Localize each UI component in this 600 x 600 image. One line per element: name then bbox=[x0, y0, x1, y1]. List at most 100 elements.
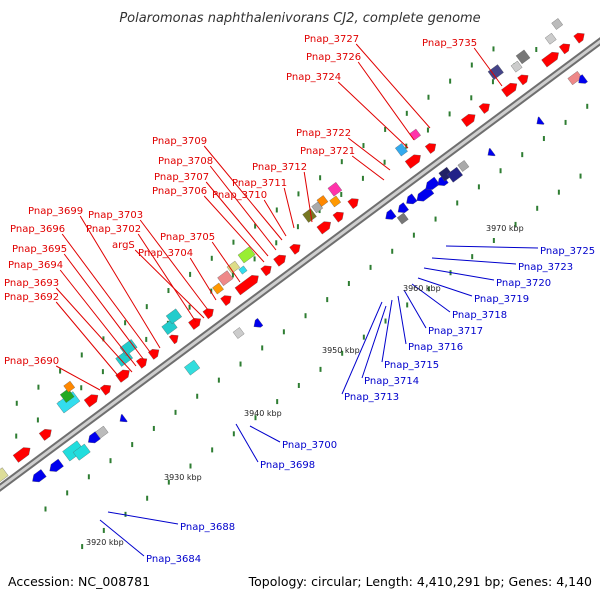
gene-box bbox=[63, 380, 76, 393]
gene-box bbox=[161, 319, 178, 335]
gene-box bbox=[217, 270, 234, 286]
forward-gene-label: Pnap_3703 bbox=[88, 210, 143, 221]
reverse-gene-label: Pnap_3688 bbox=[180, 522, 235, 533]
reverse-leader-line bbox=[403, 289, 427, 329]
gene-feature bbox=[544, 32, 557, 45]
forward-leader-line bbox=[209, 165, 277, 251]
gene-arrow bbox=[99, 384, 112, 396]
reverse-gene-label: Pnap_3714 bbox=[364, 376, 419, 387]
scale-label: 3930 kbp bbox=[164, 473, 202, 482]
reverse-leader-line bbox=[431, 257, 517, 265]
forward-leader-line bbox=[347, 137, 391, 171]
forward-gene-label: Pnap_3693 bbox=[4, 278, 59, 289]
gene-box bbox=[95, 425, 109, 439]
forward-leader-line bbox=[59, 269, 137, 367]
gene-feature bbox=[416, 186, 435, 202]
gene-feature bbox=[226, 260, 240, 274]
gene-arrow bbox=[404, 154, 421, 169]
forward-leader-line bbox=[61, 233, 151, 353]
gene-box bbox=[487, 64, 504, 80]
gene-feature bbox=[425, 176, 440, 190]
gene-arrow bbox=[168, 334, 179, 345]
forward-leader-line bbox=[283, 187, 295, 229]
gene-box bbox=[327, 182, 343, 197]
gene-arrow bbox=[202, 308, 214, 320]
gene-feature bbox=[396, 212, 409, 225]
reverse-leader-line bbox=[397, 295, 407, 345]
gene-box bbox=[446, 166, 463, 183]
reverse-leader-line bbox=[107, 511, 179, 525]
gene-feature bbox=[327, 182, 343, 197]
gene-feature bbox=[232, 327, 245, 339]
forward-leader-line bbox=[189, 257, 217, 301]
forward-gene-label: Pnap_3704 bbox=[138, 248, 193, 259]
forward-leader-line bbox=[473, 47, 503, 87]
gene-feature bbox=[260, 265, 272, 277]
gene-arrow bbox=[273, 254, 286, 267]
gene-arrow bbox=[541, 52, 559, 68]
reverse-gene-label: Pnap_3723 bbox=[518, 262, 573, 273]
forward-gene-label: Pnap_3695 bbox=[12, 244, 67, 255]
forward-gene-label: Pnap_3726 bbox=[306, 52, 361, 63]
gene-arrow bbox=[385, 209, 397, 220]
gene-feature bbox=[332, 211, 344, 223]
gene-feature bbox=[165, 308, 182, 325]
gene-box bbox=[238, 265, 248, 275]
gene-box bbox=[232, 327, 245, 339]
gene-feature bbox=[573, 32, 585, 44]
gene-feature bbox=[95, 425, 109, 439]
reverse-leader-line bbox=[445, 245, 539, 249]
gene-feature bbox=[59, 388, 75, 403]
reverse-leader-line bbox=[99, 519, 145, 557]
gene-feature bbox=[220, 295, 232, 306]
gene-arrow bbox=[220, 295, 232, 306]
gene-arrow bbox=[406, 193, 418, 205]
gene-feature bbox=[202, 308, 214, 320]
gene-arrow bbox=[347, 198, 359, 209]
gene-feature bbox=[385, 209, 397, 220]
reverse-gene-label: Pnap_3717 bbox=[428, 326, 483, 337]
gene-feature bbox=[136, 358, 148, 369]
gene-box bbox=[316, 195, 329, 207]
gene-feature bbox=[234, 275, 259, 296]
gene-arrow bbox=[424, 143, 437, 154]
gene-feature bbox=[0, 467, 9, 484]
reverse-gene-label: Pnap_3698 bbox=[260, 460, 315, 471]
gene-feature bbox=[515, 49, 531, 65]
forward-leader-line bbox=[79, 215, 161, 349]
gene-box bbox=[165, 308, 182, 325]
gene-arrow bbox=[234, 275, 259, 296]
genome-summary-text: Topology: circular; Length: 4,410,291 bp… bbox=[248, 574, 592, 589]
forward-leader-line bbox=[203, 195, 265, 263]
forward-gene-label: Pnap_3708 bbox=[158, 156, 213, 167]
gene-arrow bbox=[517, 74, 529, 86]
forward-leader-line bbox=[337, 81, 409, 149]
gene-feature bbox=[253, 318, 264, 328]
gene-feature bbox=[517, 74, 529, 86]
gene-box bbox=[237, 246, 256, 264]
reverse-gene-label: Pnap_3715 bbox=[384, 360, 439, 371]
gene-box bbox=[329, 195, 342, 208]
gene-arrow bbox=[38, 429, 52, 441]
forward-gene-label: Pnap_3712 bbox=[252, 162, 307, 173]
gene-feature bbox=[446, 166, 463, 183]
gene-box bbox=[457, 160, 470, 172]
gene-feature bbox=[487, 147, 496, 157]
gene-feature bbox=[161, 319, 178, 335]
gene-feature bbox=[536, 116, 545, 125]
forward-gene-label: Pnap_3710 bbox=[212, 190, 267, 201]
gene-arrow bbox=[136, 358, 148, 369]
gene-arrow bbox=[461, 114, 476, 128]
gene-box bbox=[409, 128, 421, 141]
scale-label: 3950 kbp bbox=[322, 346, 360, 355]
gene-arrow bbox=[425, 176, 440, 190]
gene-arrow bbox=[536, 116, 545, 125]
reverse-leader-line bbox=[411, 283, 451, 313]
gene-feature bbox=[302, 208, 317, 223]
forward-leader-line bbox=[63, 253, 145, 361]
gene-feature bbox=[461, 114, 476, 128]
gene-box bbox=[544, 32, 557, 45]
forward-leader-line bbox=[134, 249, 205, 319]
gene-feature bbox=[406, 193, 418, 205]
